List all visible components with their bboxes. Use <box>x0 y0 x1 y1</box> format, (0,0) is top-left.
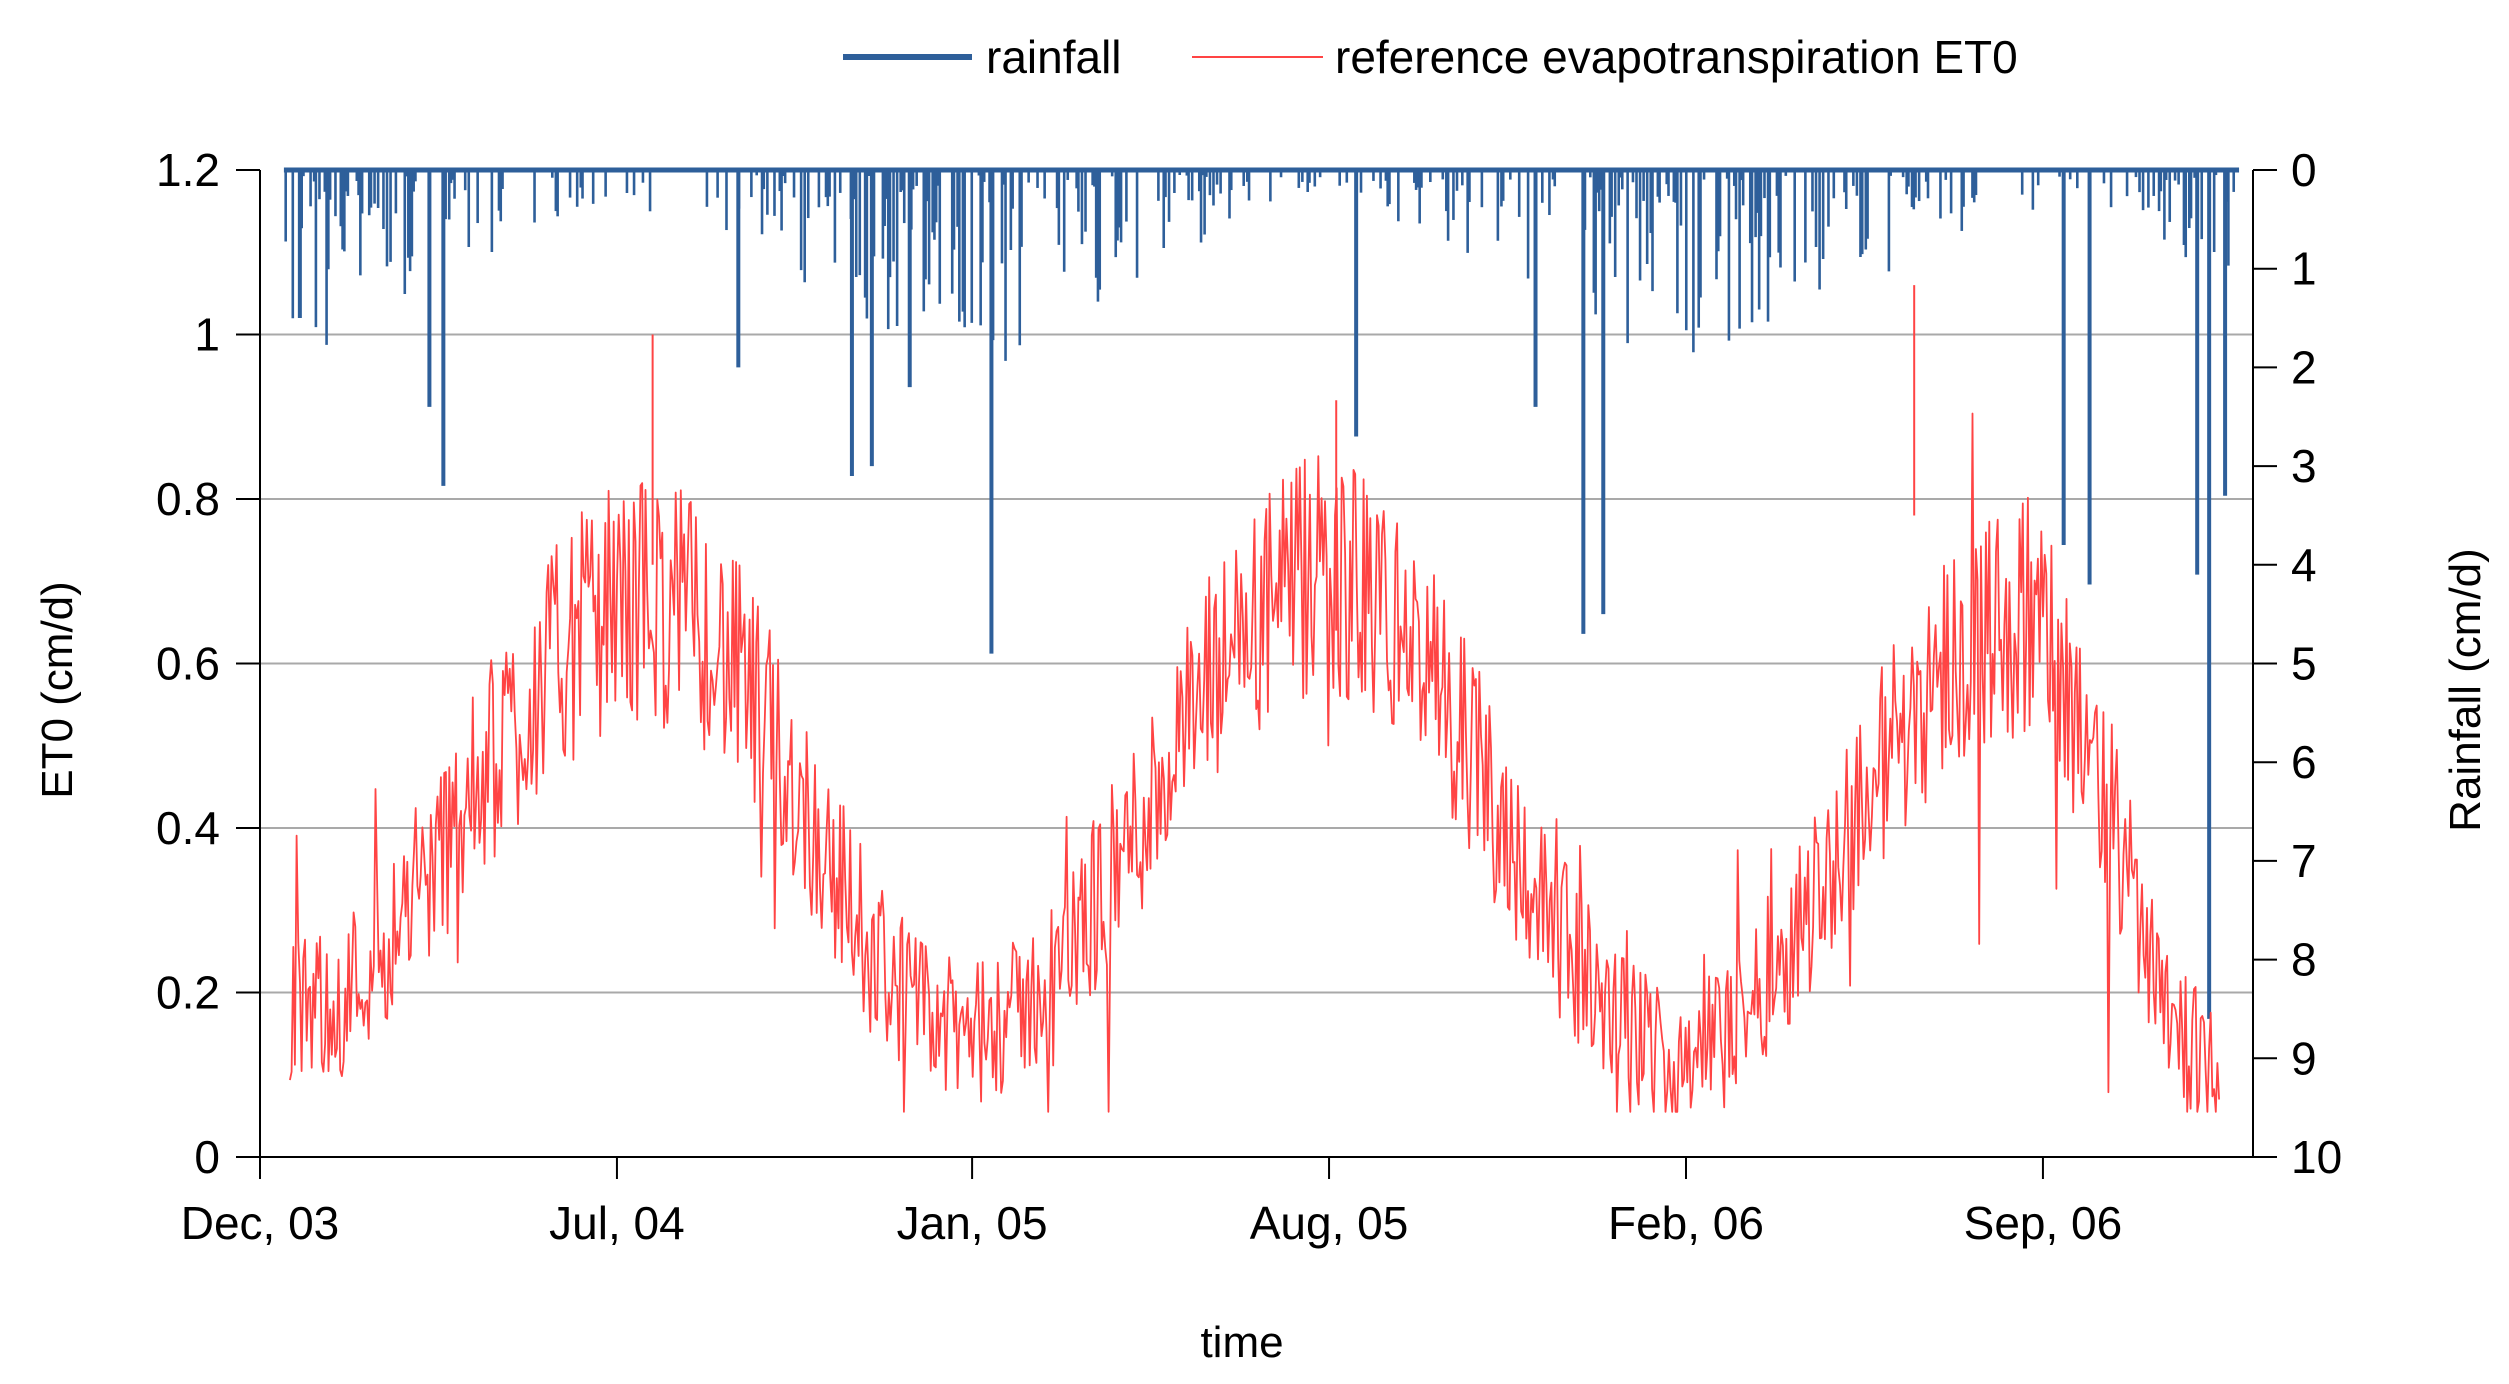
x-tick-label: Jul, 04 <box>549 1197 685 1249</box>
y-left-tick-label: 0.4 <box>156 802 220 854</box>
x-tick-label: Feb, 06 <box>1608 1197 1764 1249</box>
y-right-tick-label: 6 <box>2291 736 2317 788</box>
legend-et0-label: reference evapotranspiration ET0 <box>1335 31 2018 83</box>
rainfall-series <box>283 167 2240 1019</box>
y-right-tick-label: 3 <box>2291 440 2317 492</box>
y-axis-right-title: Rainfall (cm/d) <box>2441 548 2490 832</box>
y-right-tick-label: 10 <box>2291 1131 2342 1183</box>
x-tick-label: Dec, 03 <box>181 1197 340 1249</box>
x-axis-title: time <box>1200 1318 1283 1367</box>
y-right-tick-label: 2 <box>2291 341 2317 393</box>
y-right-tick-label: 9 <box>2291 1032 2317 1084</box>
y-right-tick-label: 5 <box>2291 638 2317 690</box>
x-tick-label: Aug, 05 <box>1250 1197 1409 1249</box>
et0-line <box>289 412 2220 1113</box>
et0-series <box>289 285 2220 1113</box>
y-right-tick-label: 1 <box>2291 243 2317 295</box>
y-left-tick-label: 0.8 <box>156 473 220 525</box>
axes <box>236 169 2277 1179</box>
y-left-tick-label: 0 <box>194 1131 220 1183</box>
tick-labels: 0 0.2 0.4 0.6 0.8 1 1.2 0 1 2 3 4 5 6 7 8 9 10 Dec, 03 Jul,… <box>156 144 2342 1249</box>
legend-rainfall-label: rainfall <box>986 31 1122 83</box>
legend: rainfall reference evapotranspiration ET… <box>843 31 2018 83</box>
y-axis-left-title: ET0 (cm/d) <box>33 581 82 799</box>
y-left-tick-label: 0.2 <box>156 967 220 1019</box>
x-tick-label: Sep, 06 <box>1964 1197 2123 1249</box>
y-left-tick-label: 1 <box>194 309 220 361</box>
y-left-tick-label: 1.2 <box>156 144 220 196</box>
y-left-tick-label: 0.6 <box>156 638 220 690</box>
y-right-tick-label: 8 <box>2291 934 2317 986</box>
y-right-tick-label: 4 <box>2291 539 2317 591</box>
x-tick-label: Jan, 05 <box>897 1197 1048 1249</box>
y-right-tick-label: 0 <box>2291 144 2317 196</box>
y-right-tick-label: 7 <box>2291 835 2317 887</box>
